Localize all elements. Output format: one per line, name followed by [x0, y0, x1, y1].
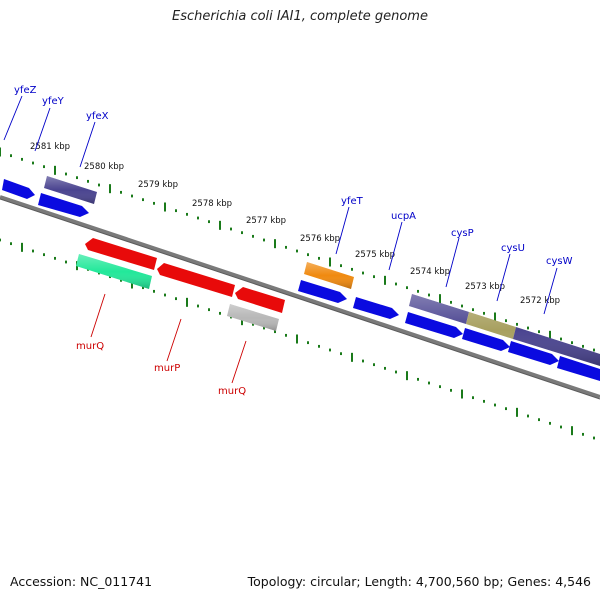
gene-feature[interactable]: [298, 280, 347, 303]
genome-summary-text: Topology: circular; Length: 4,700,560 bp…: [247, 574, 591, 589]
gene-label-yfez[interactable]: yfeZ: [14, 85, 37, 96]
genome-backbone: [0, 195, 600, 399]
gene-label-yfex[interactable]: yfeX: [86, 111, 109, 122]
gene-feature[interactable]: [508, 341, 559, 365]
kbp-label: 2580 kbp: [84, 162, 124, 172]
kbp-scale-labels: 2581 kbp 2580 kbp 2579 kbp 2578 kbp 2577…: [30, 142, 560, 306]
gene-label-cysu[interactable]: cysU: [501, 243, 525, 254]
gene-label-cysp[interactable]: cysP: [451, 228, 474, 239]
kbp-label: 2579 kbp: [138, 180, 178, 190]
genome-backbone-shadow: [0, 198, 600, 400]
gene-feature[interactable]: [353, 297, 399, 319]
callout-line: [496, 253, 511, 302]
kbp-label: 2581 kbp: [30, 142, 70, 152]
callout-line: [90, 293, 106, 338]
gene-feature[interactable]: [85, 238, 157, 270]
lower-gene-labels: murQ murP murQ: [76, 293, 247, 397]
gene-label-cysw[interactable]: cysW: [546, 256, 573, 267]
gene-label-yfet[interactable]: yfeT: [341, 196, 364, 207]
gene-label-ucpa[interactable]: ucpA: [391, 211, 416, 222]
kbp-label: 2577 kbp: [246, 216, 286, 226]
gene-feature[interactable]: [38, 193, 89, 217]
gene-label-yfey[interactable]: yfeY: [42, 96, 65, 107]
callout-line: [79, 121, 96, 168]
accession-text: Accession: NC_011741: [10, 574, 153, 589]
kbp-label: 2573 kbp: [465, 282, 505, 292]
kbp-label: 2576 kbp: [300, 234, 340, 244]
gene-label-murp[interactable]: murP: [154, 363, 180, 374]
gene-label-murq-2[interactable]: murQ: [218, 386, 246, 397]
callout-line: [445, 237, 460, 288]
gene-feature[interactable]: [2, 179, 35, 199]
gene-feature[interactable]: [462, 328, 510, 351]
kbp-label: 2574 kbp: [410, 267, 450, 277]
gene-feature[interactable]: [157, 263, 235, 297]
callout-line: [166, 318, 182, 362]
kbp-label: 2572 kbp: [520, 296, 560, 306]
gene-feature[interactable]: [405, 312, 463, 338]
scale-ticks-upper: [0, 147, 595, 352]
gene-feature[interactable]: [235, 287, 285, 313]
callout-line: [335, 206, 350, 255]
gene-feature[interactable]: [557, 356, 600, 381]
kbp-label: 2578 kbp: [192, 199, 232, 209]
callout-line: [231, 340, 247, 384]
kbp-label: 2575 kbp: [355, 250, 395, 260]
callout-line: [3, 95, 23, 141]
gene-label-murq[interactable]: murQ: [76, 341, 104, 352]
callout-line: [34, 107, 51, 152]
map-title: Escherichia coli IAI1, complete genome: [172, 9, 428, 24]
callout-line: [543, 267, 558, 315]
gene-sheen-overlay: [44, 176, 600, 366]
callout-line: [388, 221, 403, 271]
upper-gene-labels: yfeZ yfeY yfeX yfeT ucpA cysP cysU cysW: [3, 85, 573, 315]
